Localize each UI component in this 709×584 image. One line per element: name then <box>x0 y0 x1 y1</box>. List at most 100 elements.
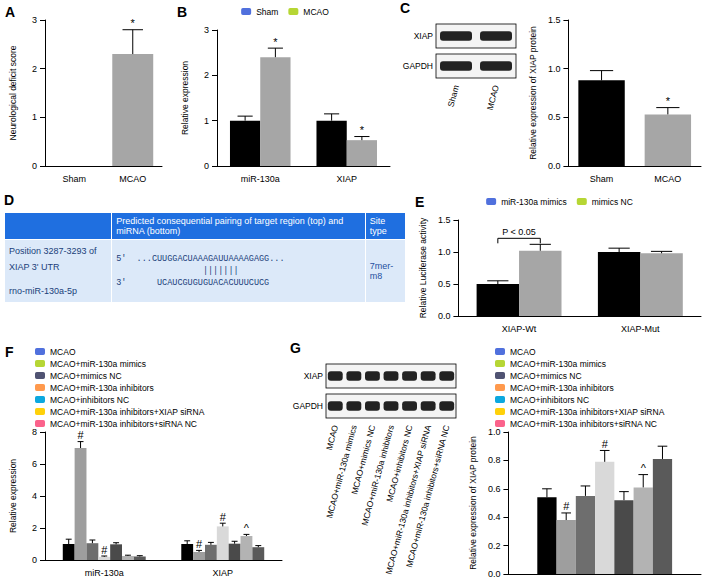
svg-text:MCAO+inhibitors NC: MCAO+inhibitors NC <box>510 395 589 405</box>
svg-text:miR-130a mimics: miR-130a mimics <box>501 197 567 207</box>
svg-text:0.0: 0.0 <box>548 161 561 171</box>
svg-text:1.0: 1.0 <box>548 64 561 74</box>
svg-text:MCAO+miR-130a inhibitors+siRNA: MCAO+miR-130a inhibitors+siRNA NC <box>510 419 657 429</box>
svg-text:Relative expression: Relative expression <box>180 61 190 135</box>
svg-text:#: # <box>220 511 227 523</box>
svg-text:0: 0 <box>32 555 37 565</box>
html-text:G: G <box>290 340 301 356</box>
svg-text:GAPDH: GAPDH <box>293 401 323 411</box>
svg-text:#: # <box>196 538 203 550</box>
svg-text:MCAO+miR-130a inhibitors+XIAP: MCAO+miR-130a inhibitors+XIAP siRNA <box>50 407 205 417</box>
html-text:Site type: Site type <box>369 216 387 236</box>
svg-text:2: 2 <box>32 64 37 74</box>
svg-text:0.0: 0.0 <box>438 311 451 321</box>
svg-text:miR-130a: miR-130a <box>85 568 124 578</box>
svg-text:XIAP-Wt: XIAP-Wt <box>502 324 537 334</box>
svg-text:MCAO+mimics NC: MCAO+mimics NC <box>349 423 378 496</box>
svg-text:Sham: Sham <box>446 84 461 108</box>
html-text:5' ...CUUGGACUAAAGAUUAAAAGAGG.: 5' ...CUUGGACUAAAGAUUAAAAGAGG... <box>116 254 285 264</box>
svg-text:^: ^ <box>641 462 647 474</box>
svg-text:MCAO+miR-130a inhibitors: MCAO+miR-130a inhibitors <box>510 383 614 393</box>
svg-text:MCAO+mimics NC: MCAO+mimics NC <box>50 371 122 381</box>
svg-text:MCAO: MCAO <box>119 174 146 184</box>
svg-text:*: * <box>666 95 671 107</box>
html-text:C: C <box>400 0 411 16</box>
svg-text:1: 1 <box>32 112 37 122</box>
svg-text:MCAO+miR-130a inhibitors: MCAO+miR-130a inhibitors <box>50 383 154 393</box>
svg-text:MCAO+miR-130a mimics: MCAO+miR-130a mimics <box>324 424 359 519</box>
svg-text:MCAO: MCAO <box>510 347 536 357</box>
html-text:Position 3287-3293 of XIAP 3': Position 3287-3293 of XIAP 3' UTR <box>9 246 97 272</box>
svg-text:4: 4 <box>32 491 37 501</box>
svg-text:^: ^ <box>244 522 250 534</box>
svg-text:MCAO+miR-130a inhibitors: MCAO+miR-130a inhibitors <box>359 423 396 527</box>
html-text:7mer-m8: 7mer-m8 <box>369 261 394 281</box>
svg-text:mimics NC: mimics NC <box>592 197 633 207</box>
svg-text:MCAO: MCAO <box>485 84 501 112</box>
svg-text:*: * <box>273 36 278 48</box>
svg-text:MCAO+miR-130a inhibitors+XIAP: MCAO+miR-130a inhibitors+XIAP siRNA <box>383 423 434 576</box>
svg-text:P < 0.05: P < 0.05 <box>502 227 536 237</box>
svg-text:MCAO+mimics NC: MCAO+mimics NC <box>510 371 582 381</box>
svg-text:0.2: 0.2 <box>488 541 501 551</box>
svg-text:1.5: 1.5 <box>548 15 561 25</box>
svg-text:Relative expression: Relative expression <box>8 459 18 533</box>
svg-text:F: F <box>5 344 14 360</box>
svg-text:XIAP: XIAP <box>304 371 324 381</box>
svg-text:8: 8 <box>32 427 37 437</box>
svg-text:Relative Luciferase activity: Relative Luciferase activity <box>418 217 428 318</box>
svg-text:MCAO+miR-130a mimics: MCAO+miR-130a mimics <box>50 359 146 369</box>
svg-text:MCAO: MCAO <box>303 7 329 17</box>
svg-text:#: # <box>602 438 609 450</box>
svg-text:1.0: 1.0 <box>488 427 501 437</box>
svg-text:*: * <box>360 124 365 136</box>
svg-text:0: 0 <box>32 161 37 171</box>
svg-text:XIAP: XIAP <box>212 568 233 578</box>
svg-text:Relative expression of XIAP pr: Relative expression of XIAP protein <box>528 26 538 160</box>
svg-text:E: E <box>415 194 424 210</box>
svg-text:#: # <box>101 544 108 556</box>
svg-text:XIAP-Mut: XIAP-Mut <box>621 324 660 334</box>
svg-text:*: * <box>131 17 136 29</box>
svg-text:MCAO+inhibitors NC: MCAO+inhibitors NC <box>384 423 415 503</box>
html-text:D: D <box>4 192 15 208</box>
svg-text:MCAO: MCAO <box>50 347 76 357</box>
svg-text:Sham: Sham <box>590 174 614 184</box>
svg-text:MCAO+miR-130a inhibitors+siRNA: MCAO+miR-130a inhibitors+siRNA NC <box>404 424 452 569</box>
svg-text:#: # <box>563 500 570 512</box>
svg-text:Sham: Sham <box>256 7 278 17</box>
svg-text:MCAO+inhibitors NC: MCAO+inhibitors NC <box>50 395 129 405</box>
svg-text:Relative expression of XIAP pr: Relative expression of XIAP protein <box>468 436 478 570</box>
svg-text:A: A <box>5 4 15 20</box>
svg-text:3: 3 <box>32 15 37 25</box>
svg-text:B: B <box>177 4 187 20</box>
svg-text:MCAO+miR-130a mimics: MCAO+miR-130a mimics <box>510 359 606 369</box>
svg-text:XIAP: XIAP <box>414 31 434 41</box>
svg-text:MCAO+miR-130a inhibitors+siRNA: MCAO+miR-130a inhibitors+siRNA NC <box>50 419 197 429</box>
svg-text:2: 2 <box>204 70 209 80</box>
svg-text:0.0: 0.0 <box>488 569 501 579</box>
svg-text:#: # <box>77 429 84 441</box>
svg-text:MCAO: MCAO <box>324 424 340 452</box>
svg-text:2: 2 <box>32 523 37 533</box>
svg-text:0.5: 0.5 <box>438 279 451 289</box>
svg-text:1.5: 1.5 <box>438 215 451 225</box>
svg-text:3: 3 <box>204 25 209 35</box>
svg-text:6: 6 <box>32 459 37 469</box>
svg-text:0: 0 <box>204 161 209 171</box>
svg-text:0.6: 0.6 <box>488 484 501 494</box>
svg-text:1.0: 1.0 <box>438 247 451 257</box>
svg-text:0.4: 0.4 <box>488 512 501 522</box>
html-text:Predicted consequential pairin: Predicted consequential pairing of targe… <box>116 216 344 236</box>
svg-text:Sham: Sham <box>62 174 86 184</box>
svg-text:Neurological deficit score: Neurological deficit score <box>8 45 18 140</box>
svg-text:MCAO: MCAO <box>654 174 681 184</box>
svg-text:miR-130a: miR-130a <box>241 174 280 184</box>
svg-text:0.5: 0.5 <box>548 112 561 122</box>
html-text:rno-miR-130a-5p: rno-miR-130a-5p <box>9 286 77 296</box>
svg-text:MCAO+miR-130a inhibitors+XIAP: MCAO+miR-130a inhibitors+XIAP siRNA <box>510 407 665 417</box>
svg-text:0.8: 0.8 <box>488 455 501 465</box>
svg-text:XIAP: XIAP <box>336 174 357 184</box>
svg-text:1: 1 <box>204 116 209 126</box>
svg-text:GAPDH: GAPDH <box>403 61 433 71</box>
